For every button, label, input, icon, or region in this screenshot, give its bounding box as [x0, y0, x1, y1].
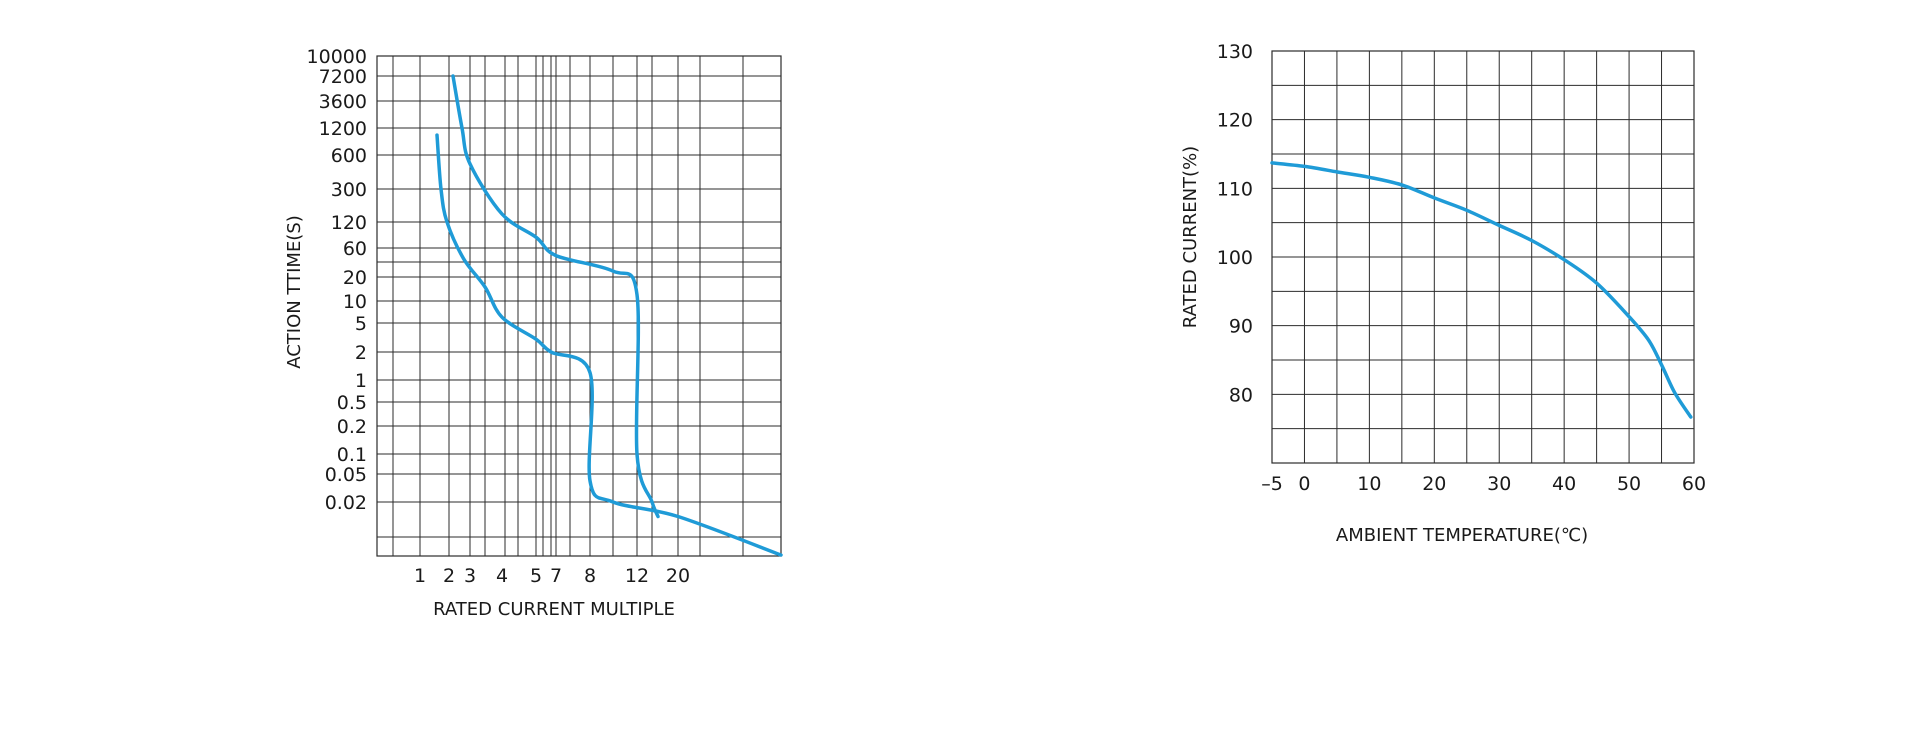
- y-tick-label: 120: [1217, 110, 1253, 132]
- y-tick-label: 100: [1217, 247, 1253, 269]
- y-tick-label: 1: [355, 370, 367, 392]
- trip-chart-frame: [376, 55, 782, 557]
- trip-chart-y-axis-label: ACTION TTIME(S): [284, 215, 305, 369]
- y-tick-label: 5: [355, 313, 367, 335]
- derating-chart-x-ticks: –5 0 10 20 30 40 50 60: [1261, 473, 1706, 495]
- y-tick-label: 7200: [319, 66, 367, 88]
- x-tick-label: 50: [1617, 473, 1641, 495]
- x-tick-label: 0: [1298, 473, 1310, 495]
- y-tick-label: 0.5: [337, 392, 367, 414]
- trip-chart-x-ticks: 1 2 3 4 5 7 8 12 20: [414, 565, 690, 587]
- trip-chart-curves: [435, 74, 783, 557]
- x-tick-label: 30: [1487, 473, 1511, 495]
- y-tick-label: 0.02: [325, 492, 367, 514]
- y-tick-label: 600: [331, 145, 367, 167]
- y-tick-label: 130: [1217, 41, 1253, 63]
- temperature-derating-chart: 130 120 110 100 90 80 –5 0 10 20 30 40 50 60 AMBIENT…: [1180, 41, 1706, 546]
- x-tick-label: 7: [550, 565, 562, 587]
- x-tick-label: 20: [666, 565, 690, 587]
- y-tick-label: 120: [331, 212, 367, 234]
- x-tick-label: 12: [625, 565, 649, 587]
- x-tick-label: 4: [496, 565, 508, 587]
- x-tick-label: 20: [1422, 473, 1446, 495]
- y-tick-label: 0.05: [325, 464, 367, 486]
- x-tick-label: 2: [443, 565, 455, 587]
- derating-chart-y-axis-label: RATED CURRENT(%): [1180, 146, 1201, 328]
- x-tick-label: 40: [1552, 473, 1576, 495]
- derating-chart-y-ticks: 130 120 110 100 90 80: [1217, 41, 1253, 406]
- upper-trip-curve: [451, 74, 660, 519]
- x-tick-label: 60: [1682, 473, 1706, 495]
- x-tick-label: 3: [464, 565, 476, 587]
- trip-chart-x-axis-label: RATED CURRENT MULTIPLE: [433, 599, 675, 620]
- derating-chart-x-axis-label: AMBIENT TEMPERATURE(℃): [1336, 525, 1588, 546]
- y-tick-label: 2: [355, 342, 367, 364]
- y-tick-label: 300: [331, 179, 367, 201]
- y-tick-label: 80: [1229, 384, 1253, 406]
- x-tick-label: 8: [584, 565, 596, 587]
- x-tick-label: –5: [1261, 473, 1283, 495]
- y-tick-label: 1200: [319, 118, 367, 140]
- x-tick-label: 1: [414, 565, 426, 587]
- y-tick-label: 110: [1217, 178, 1253, 200]
- derating-curve: [1270, 161, 1693, 419]
- x-tick-label: 5: [530, 565, 542, 587]
- lower-trip-curve: [435, 133, 783, 557]
- trip-characteristic-chart: 100007200360012006003001206020105210.50.…: [284, 46, 783, 620]
- trip-chart-grid: [376, 55, 782, 557]
- y-tick-label: 0.1: [337, 444, 367, 466]
- y-tick-label: 20: [343, 267, 367, 289]
- y-tick-label: 3600: [319, 91, 367, 113]
- y-tick-label: 90: [1229, 316, 1253, 338]
- trip-chart-y-ticks: 100007200360012006003001206020105210.50.…: [307, 46, 367, 514]
- derating-chart-curves: [1270, 161, 1693, 419]
- y-tick-label: 10000: [307, 46, 367, 68]
- derating-chart-grid: [1271, 50, 1695, 464]
- y-tick-label: 0.2: [337, 416, 367, 438]
- x-tick-label: 10: [1357, 473, 1381, 495]
- y-tick-label: 60: [343, 238, 367, 260]
- y-tick-label: 10: [343, 291, 367, 313]
